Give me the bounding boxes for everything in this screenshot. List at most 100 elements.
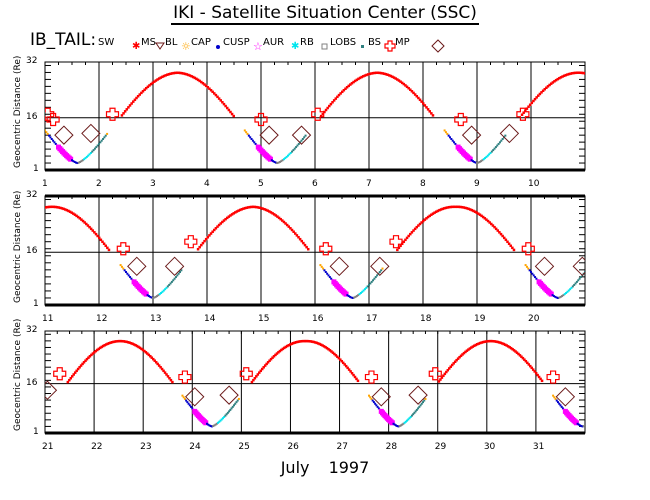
asterisk-glyph: ✱ <box>132 41 140 52</box>
orbit-point <box>122 267 125 270</box>
orbit-traces <box>45 339 595 428</box>
ms-point <box>605 244 608 247</box>
x-tick-label: 1 <box>42 179 48 189</box>
ms-point <box>399 244 402 248</box>
ms-point <box>133 98 137 102</box>
ms-point <box>274 353 277 357</box>
ms-point <box>164 74 167 77</box>
ms-point <box>569 72 572 75</box>
ms-point <box>540 91 543 94</box>
orbit-point <box>152 296 154 299</box>
ms-point <box>122 340 126 343</box>
bs-diamond-marker <box>408 385 428 405</box>
orbit-point <box>593 417 595 419</box>
orbit-point <box>250 138 253 141</box>
ms-point <box>141 348 145 352</box>
ms-point <box>174 71 177 75</box>
ms-point <box>402 82 406 86</box>
orbit-point <box>587 268 589 270</box>
ms-point <box>172 71 176 75</box>
y-tick-label: 32 <box>26 325 38 335</box>
ms-point <box>349 370 352 373</box>
ms-point <box>27 107 30 110</box>
ms-point <box>237 209 240 212</box>
ms-point <box>418 222 422 226</box>
ms-point <box>483 340 486 344</box>
ms-point <box>318 342 321 346</box>
ms-point <box>483 217 487 220</box>
ms-point <box>473 344 476 348</box>
ms-point <box>528 103 532 107</box>
ms-point <box>46 205 49 209</box>
orbit-point <box>554 295 557 298</box>
x-tick-label: 14 <box>204 314 216 324</box>
ms-point <box>546 85 550 88</box>
orbit-point <box>376 405 379 408</box>
ms-point <box>135 344 139 348</box>
ms-point <box>151 81 154 85</box>
ms-point <box>599 78 602 81</box>
orbit-point <box>404 420 407 423</box>
orbit-point <box>353 296 356 299</box>
ms-point <box>221 101 224 104</box>
ms-point <box>35 209 38 212</box>
ms-point <box>297 340 301 343</box>
ms-point <box>339 358 342 361</box>
ms-point <box>571 72 574 75</box>
x-tick-label: 15 <box>258 314 270 324</box>
ms-point <box>154 361 158 364</box>
ms-point <box>478 341 482 345</box>
orbit-point <box>570 286 573 289</box>
ms-point <box>261 207 265 210</box>
ms-point <box>190 75 193 78</box>
ms-point <box>251 205 255 209</box>
ms-point <box>521 356 525 360</box>
ms-point <box>208 87 211 90</box>
ms-point <box>456 205 459 209</box>
ms-point <box>27 214 30 217</box>
ms-point <box>572 71 576 75</box>
ms-point <box>45 206 48 209</box>
ms-point <box>287 225 291 228</box>
orbit-point <box>354 295 357 298</box>
cross-glyph <box>384 40 396 52</box>
orbit-point <box>531 272 534 275</box>
ms-point <box>523 358 526 361</box>
ms-point <box>586 73 589 76</box>
orbit-point <box>282 158 285 161</box>
orbit-point <box>558 296 561 299</box>
ms-point <box>554 78 558 82</box>
spacecraft-label: IB_TAIL: <box>30 30 97 50</box>
ms-point <box>211 230 214 233</box>
ms-point <box>293 341 296 344</box>
ms-point <box>527 363 531 366</box>
ms-point <box>448 367 451 370</box>
orbit-point <box>362 289 365 292</box>
bs-diamond-marker <box>127 256 147 277</box>
ms-point <box>441 207 444 211</box>
ms-point <box>305 339 308 343</box>
ms-point <box>323 110 326 114</box>
orbit-point <box>552 295 555 298</box>
orbit-point <box>234 402 237 405</box>
ms-point <box>306 339 310 343</box>
ms-point <box>464 206 467 210</box>
orbit-point <box>280 160 283 163</box>
ms-point <box>334 97 338 100</box>
ms-point <box>431 114 435 117</box>
ms-point <box>481 340 485 344</box>
ms-point <box>347 368 351 371</box>
ms-point <box>216 225 219 228</box>
ms-point <box>253 205 257 209</box>
x-tick-label: 19 <box>474 314 486 324</box>
ms-point <box>321 112 325 116</box>
ms-point <box>47 205 51 209</box>
orbit-point <box>493 147 496 150</box>
orbit-point <box>185 399 188 402</box>
ms-point <box>175 71 179 75</box>
ms-point <box>281 347 285 351</box>
ms-point <box>57 206 60 209</box>
ms-point <box>384 72 388 76</box>
mp-crossing-marker <box>319 242 333 256</box>
orbit-point <box>208 424 211 427</box>
